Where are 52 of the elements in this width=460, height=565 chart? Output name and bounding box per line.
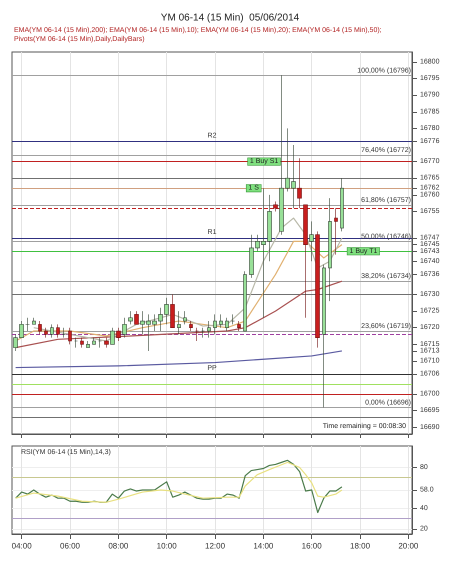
candlestick	[309, 221, 314, 262]
line-series	[15, 462, 343, 503]
x-tick-label: 18:00	[350, 542, 371, 550]
candlestick	[44, 327, 48, 338]
candlestick	[328, 198, 332, 302]
candlestick	[189, 320, 193, 332]
candlestick	[74, 337, 78, 348]
candlestick	[315, 231, 320, 348]
candlestick	[134, 310, 139, 325]
candlestick	[32, 317, 36, 325]
line-series	[15, 460, 343, 514]
candlestick	[225, 317, 229, 332]
x-tick-label: 10:00	[156, 542, 178, 550]
candlestick	[80, 337, 84, 348]
candlestick	[92, 337, 96, 345]
candlestick	[62, 327, 66, 338]
line-series	[15, 280, 343, 348]
candlestick	[98, 337, 102, 348]
candlestick	[177, 310, 181, 335]
candlestick	[104, 337, 109, 348]
x-tick-label: 08:00	[108, 542, 129, 550]
candlestick	[183, 310, 187, 325]
line-series	[33, 217, 343, 342]
line-series	[15, 240, 343, 342]
candlestick	[110, 327, 115, 345]
x-tick-label: 20:00	[398, 542, 419, 550]
candlestick	[38, 320, 42, 335]
candlestick	[122, 317, 127, 338]
candlestick	[50, 324, 54, 338]
x-tick-label: 04:00	[12, 542, 32, 550]
x-tick-label: 12:00	[205, 542, 226, 550]
candlestick	[128, 310, 133, 325]
candlestick	[195, 327, 199, 342]
candlestick	[56, 324, 60, 338]
candlestick	[207, 320, 211, 338]
candlestick	[243, 270, 247, 332]
candlestick	[116, 327, 121, 342]
candlestick	[170, 294, 175, 328]
x-tick-label: 14:00	[253, 542, 274, 550]
candlestick	[322, 264, 326, 408]
candlestick	[213, 314, 217, 335]
candlestick	[340, 178, 344, 232]
candlestick	[237, 320, 241, 332]
candlestick	[231, 314, 235, 325]
candlestick	[86, 340, 90, 348]
line-series	[15, 350, 343, 368]
chart-title: YM 06-14 (15 Min) 05/06/2014	[160, 12, 300, 24]
candlestick	[219, 314, 223, 328]
candlestick	[201, 327, 205, 338]
x-tick-label: 16:00	[302, 542, 322, 550]
candlestick	[68, 327, 72, 345]
x-tick-label: 06:00	[60, 542, 81, 550]
